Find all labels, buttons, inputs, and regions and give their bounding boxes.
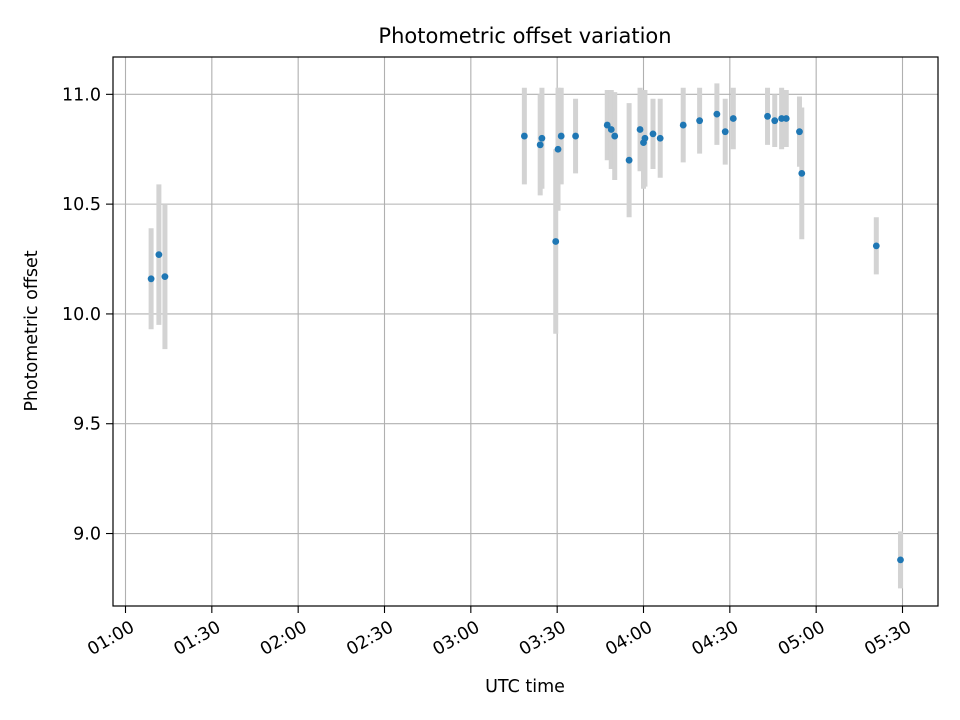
data-point <box>636 126 644 133</box>
data-point <box>649 130 657 138</box>
y-tick-label: 10.0 <box>62 305 101 325</box>
data-point <box>764 112 771 120</box>
data-point <box>538 134 546 142</box>
data-point <box>572 132 579 140</box>
data-point <box>552 238 560 245</box>
data-point <box>897 556 904 564</box>
y-axis-ticks: 9.0 9.5 10.0 10.5 11.0 <box>62 85 113 545</box>
data-point <box>536 141 544 149</box>
data-point <box>155 251 163 259</box>
x-axis-label: UTC time <box>485 677 565 697</box>
chart-title: Photometric offset variation <box>378 24 671 48</box>
y-tick-label: 9.0 <box>73 525 101 545</box>
data-point <box>729 115 737 122</box>
data-point <box>607 126 615 133</box>
data-point <box>625 156 633 164</box>
data-point <box>554 145 562 153</box>
data-point <box>147 275 155 283</box>
data-point <box>872 242 880 250</box>
data-points <box>147 110 904 564</box>
data-point <box>611 132 619 140</box>
y-axis-label: Photometric offset <box>22 250 42 411</box>
data-point <box>721 128 729 136</box>
data-point <box>798 169 806 177</box>
data-point <box>713 110 721 118</box>
y-tick-label: 11.0 <box>62 85 101 105</box>
data-point <box>656 134 664 142</box>
data-point <box>771 117 779 125</box>
y-tick-label: 10.5 <box>62 195 101 215</box>
data-point <box>557 132 565 140</box>
y-tick-label: 9.5 <box>73 415 101 435</box>
data-point <box>796 128 803 136</box>
data-point <box>696 117 704 125</box>
data-point <box>641 134 649 142</box>
plot-frame <box>112 56 939 607</box>
data-point <box>782 115 790 122</box>
data-point <box>161 273 169 280</box>
data-point <box>520 132 528 140</box>
data-point <box>679 121 687 129</box>
data-point <box>603 121 611 129</box>
